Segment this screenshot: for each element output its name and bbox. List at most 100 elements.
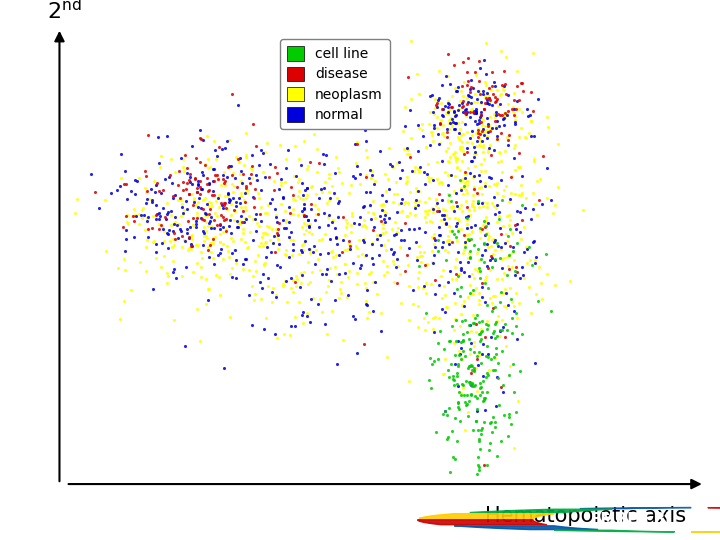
Point [202,164,214,172]
Point [283,233,294,241]
Point [480,231,491,239]
Point [427,259,438,267]
Point [443,196,454,205]
Point [382,268,393,276]
Point [431,123,443,132]
Point [399,235,410,244]
Point [467,104,478,113]
Point [487,250,498,259]
Point [444,468,455,476]
Point [414,224,426,232]
Polygon shape [580,508,691,509]
Point [452,133,464,141]
Point [271,229,282,238]
Point [477,397,489,406]
Point [443,373,454,381]
Point [85,170,96,178]
Point [502,107,513,116]
Point [285,283,297,292]
Point [310,260,321,268]
Point [458,92,469,100]
Point [261,242,273,251]
Point [407,300,418,308]
Point [516,190,527,199]
Point [163,272,174,280]
Point [474,224,485,232]
Point [479,223,490,232]
Point [467,380,478,389]
Point [491,316,503,325]
Point [480,394,491,402]
Point [492,122,504,130]
Point [456,301,468,309]
Point [479,258,490,266]
Point [470,150,482,158]
Point [222,163,233,172]
Point [420,143,432,151]
Point [156,188,167,197]
Point [428,110,440,118]
Point [168,265,179,274]
Point [118,179,130,188]
Point [449,381,460,389]
Point [114,315,125,323]
Point [431,207,443,215]
Point [450,274,462,283]
Point [140,172,151,180]
Point [178,236,189,245]
Point [235,192,247,200]
Point [481,70,492,78]
Point [162,230,174,239]
Point [330,152,342,161]
Point [267,239,279,247]
Point [260,314,271,322]
Point [287,246,299,254]
Point [454,166,466,174]
Point [281,246,292,254]
Point [548,209,559,218]
Point [222,247,234,255]
Point [426,233,438,241]
Point [416,126,428,134]
Point [302,215,313,224]
Point [496,315,508,324]
Point [516,108,528,117]
Point [223,222,235,231]
Point [457,102,469,110]
Point [387,163,399,171]
Point [490,112,501,121]
Point [315,185,327,194]
Point [330,169,341,178]
Point [225,313,236,321]
Point [491,134,503,143]
Point [223,253,235,261]
Point [473,119,485,127]
Point [460,377,472,386]
Point [487,234,498,243]
Point [456,98,468,107]
Point [399,219,410,227]
Point [117,222,128,231]
Point [417,132,428,141]
Point [287,276,299,285]
Point [433,222,444,231]
Point [516,329,528,338]
Point [269,231,280,240]
Point [434,120,446,129]
Point [455,265,467,274]
Point [298,230,310,238]
Point [347,312,359,320]
Point [511,82,523,90]
Point [472,120,483,129]
Point [479,298,490,307]
Point [449,455,460,463]
Point [221,241,233,250]
Point [491,179,503,187]
Point [210,145,221,154]
Point [226,171,238,179]
Point [488,193,500,202]
Point [426,131,438,139]
Point [454,204,465,212]
Point [526,117,537,125]
Point [366,239,378,247]
